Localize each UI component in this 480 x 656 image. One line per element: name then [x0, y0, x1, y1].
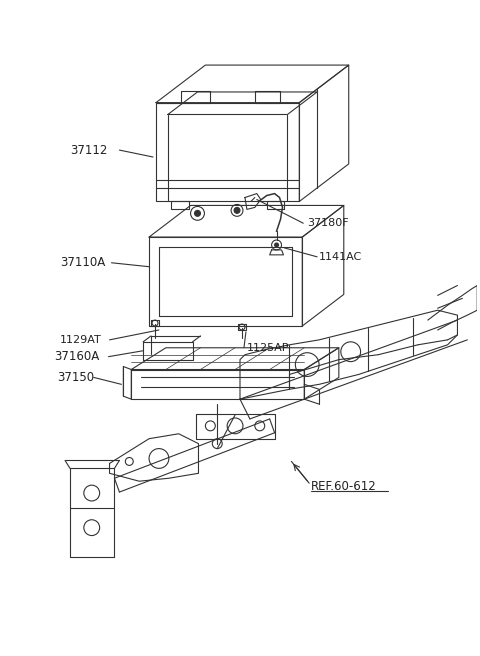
Circle shape: [239, 324, 245, 330]
Circle shape: [234, 207, 240, 213]
Circle shape: [227, 418, 243, 434]
Text: 1141AC: 1141AC: [319, 252, 362, 262]
Circle shape: [84, 485, 100, 501]
Text: 37150: 37150: [57, 371, 94, 384]
Circle shape: [152, 320, 158, 326]
Circle shape: [149, 449, 169, 468]
Text: 1129AT: 1129AT: [60, 335, 102, 345]
Text: 37180F: 37180F: [307, 218, 349, 228]
Circle shape: [191, 207, 204, 220]
Text: 1125AP: 1125AP: [247, 343, 289, 353]
Circle shape: [212, 439, 222, 449]
Text: 37110A: 37110A: [60, 256, 105, 269]
Circle shape: [205, 421, 216, 431]
Text: REF.60-612: REF.60-612: [311, 480, 377, 493]
Circle shape: [84, 520, 100, 535]
Circle shape: [194, 211, 201, 216]
Circle shape: [231, 205, 243, 216]
Text: 37112: 37112: [70, 144, 108, 157]
Circle shape: [272, 240, 281, 250]
Circle shape: [341, 342, 360, 361]
Text: 37160A: 37160A: [54, 350, 99, 363]
Circle shape: [125, 457, 133, 465]
Circle shape: [295, 353, 319, 377]
Circle shape: [255, 421, 264, 431]
Circle shape: [275, 243, 278, 247]
